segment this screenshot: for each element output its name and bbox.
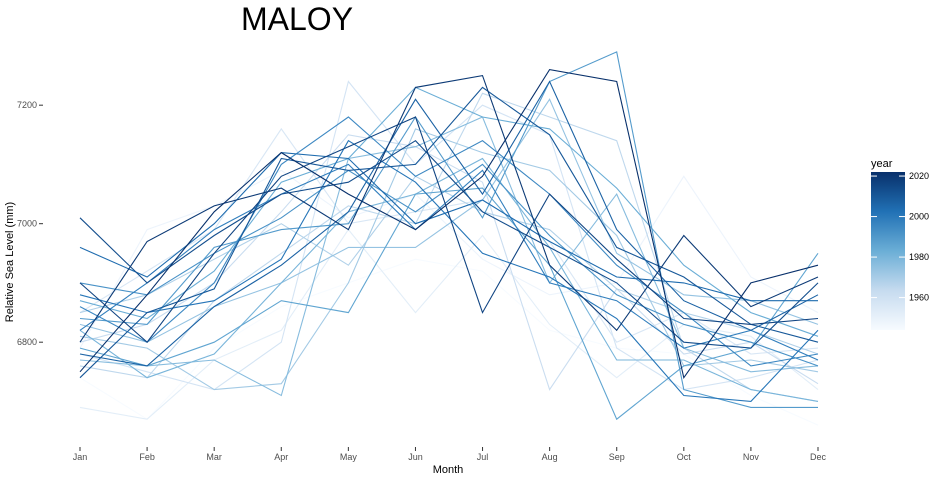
series-line-2022 (79, 68, 819, 380)
plot-lines (79, 51, 819, 426)
series-line-1944 (79, 258, 819, 426)
series-line-1968 (79, 175, 819, 355)
x-axis-title: Month (433, 464, 464, 476)
legend-title: year (871, 158, 893, 170)
x-tick-label: Dec (810, 452, 827, 462)
y-tick-label: 7000 (17, 219, 37, 229)
series-line-1986 (79, 187, 819, 421)
series-line-1962 (79, 134, 819, 391)
series-line-1948 (79, 169, 819, 349)
y-axis-title: Relative Sea Level (mm) (4, 202, 16, 322)
x-tick-label: Feb (139, 452, 155, 462)
series-line-1974 (79, 98, 819, 343)
series-line-1998 (79, 163, 819, 361)
x-tick-label: Jun (408, 452, 423, 462)
series-line-2007 (79, 80, 819, 367)
series-line-2019 (79, 74, 819, 343)
legend-ticks: 1960 1980 2000 2020 (871, 171, 929, 303)
series-line-1992 (79, 163, 819, 367)
legend-tick-label: 2020 (909, 171, 929, 181)
x-tick-label: Mar (206, 452, 222, 462)
series-line-2001 (79, 139, 819, 402)
x-tick-label: Sep (609, 452, 625, 462)
y-tick-label: 6800 (17, 337, 37, 347)
series-line-2010 (79, 86, 819, 379)
series-line-1977 (79, 116, 819, 397)
legend-tick-label: 1960 (909, 293, 929, 303)
x-axis: Jan Feb Mar Apr May Jun Jul Aug Sep Oct Nov Dec (73, 447, 827, 462)
series-line-1980 (79, 157, 819, 402)
legend-colorbar (871, 172, 905, 330)
x-tick-label: May (340, 452, 358, 462)
series-line-1958 (79, 80, 819, 391)
series-line-2004 (79, 152, 818, 302)
x-tick-label: Jan (73, 452, 88, 462)
series-line-1983 (79, 86, 819, 337)
x-tick-label: Aug (542, 452, 558, 462)
series-line-1965 (79, 92, 819, 402)
y-axis: 6800 7000 7200 (17, 100, 43, 347)
series-line-1989 (79, 51, 818, 408)
series-line-1952 (79, 228, 819, 420)
x-tick-label: Jul (477, 452, 489, 462)
legend-tick-label: 1980 (909, 252, 929, 262)
legend-tick-label: 2000 (909, 212, 929, 222)
series-line-2013 (79, 139, 819, 349)
x-tick-label: Nov (743, 452, 760, 462)
x-tick-label: Apr (274, 452, 288, 462)
chart-title: MALOY (241, 1, 353, 37)
color-legend: year 1960 1980 2000 2020 (871, 158, 929, 330)
y-tick-label: 7200 (17, 100, 37, 110)
series-line-2016 (79, 116, 819, 344)
x-tick-label: Oct (677, 452, 692, 462)
